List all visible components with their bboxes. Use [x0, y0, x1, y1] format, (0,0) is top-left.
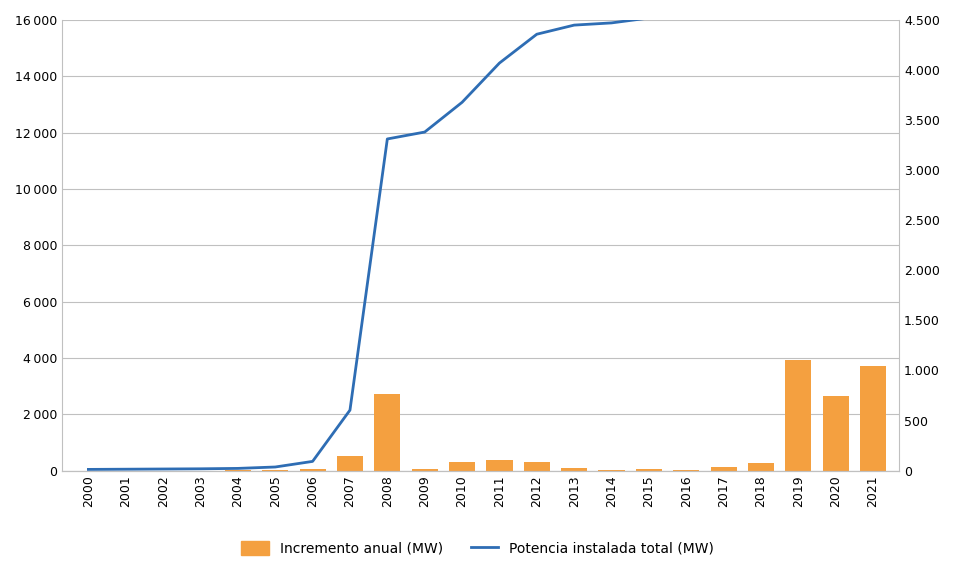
Bar — [673, 470, 699, 471]
Legend: Incremento anual (MW), Potencia instalada total (MW): Incremento anual (MW), Potencia instalad… — [235, 536, 720, 561]
Bar — [785, 360, 812, 471]
Bar — [300, 469, 326, 471]
Bar — [860, 366, 886, 471]
Bar — [523, 463, 550, 471]
Bar — [636, 469, 662, 471]
Bar — [562, 468, 587, 471]
Bar — [486, 460, 513, 471]
Bar — [822, 396, 849, 471]
Bar — [337, 456, 363, 471]
Bar — [599, 470, 625, 471]
Bar — [711, 467, 736, 471]
Bar — [374, 394, 400, 471]
Bar — [449, 462, 476, 471]
Bar — [748, 463, 775, 471]
Bar — [412, 468, 437, 471]
